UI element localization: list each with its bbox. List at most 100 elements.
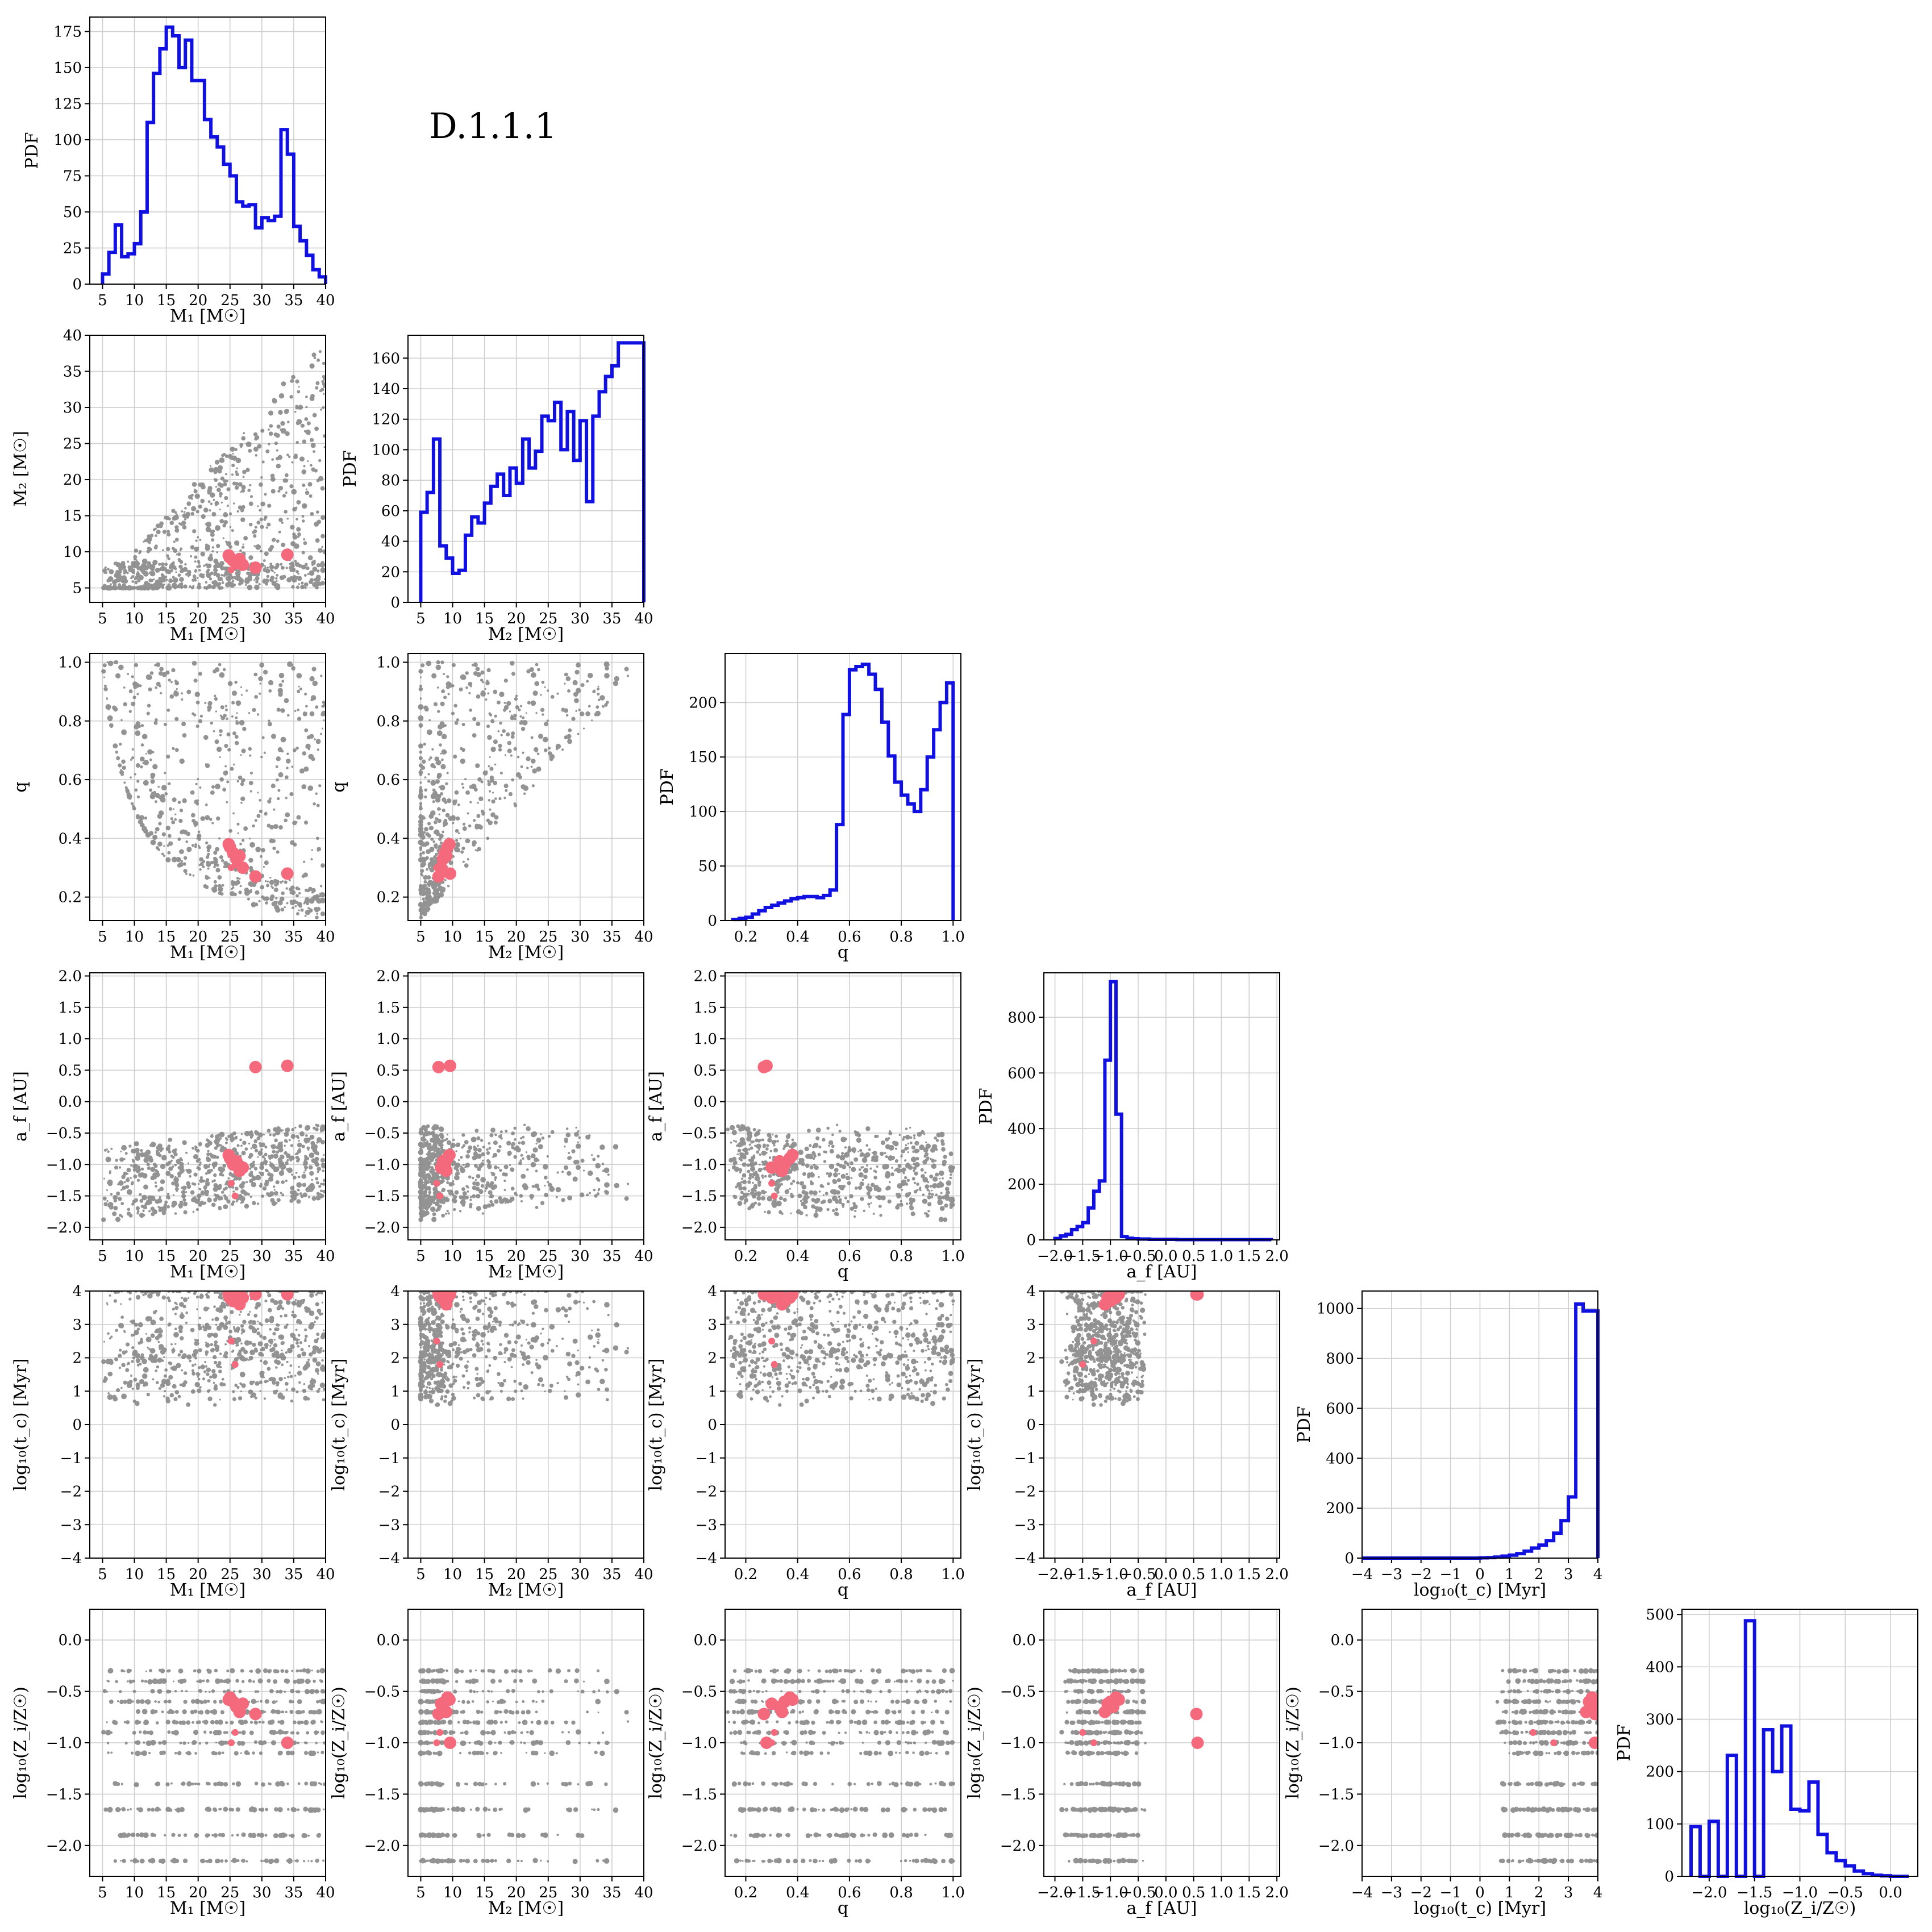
x-tick-label: 25: [220, 1884, 239, 1901]
x-tick-label: 25: [539, 1884, 557, 1901]
y-tick-label: 40: [381, 534, 400, 551]
highlight-point: [249, 870, 262, 883]
x-tick-label: 35: [602, 928, 621, 946]
highlight-point: [776, 1298, 789, 1311]
x-tick-label: 2: [1534, 1884, 1544, 1901]
x-tick-label: 40: [634, 1566, 653, 1583]
x-tick-label: 0.8: [889, 1566, 913, 1583]
highlight-point: [281, 548, 294, 561]
y-tick-label: −2.0: [46, 1219, 82, 1236]
highlight-points: [1529, 1691, 1598, 1749]
highlight-point: [1112, 1291, 1125, 1301]
x-tick-label: 35: [284, 292, 303, 309]
highlight-point: [444, 1291, 457, 1301]
y-axis-label: PDF: [1614, 1724, 1634, 1761]
scatter-q-af: 0.2 0.4 0.6 0.8 1.0 −2.0 −1.5 −1.0 −0.5 0.0 0.5 1.0…: [646, 968, 965, 1282]
y-tick-label: −1.5: [46, 1786, 82, 1803]
x-tick-label: 15: [475, 1566, 494, 1583]
y-tick-label: 1.0: [694, 1031, 717, 1048]
population-points: [101, 1291, 326, 1407]
histogram-step-line: [1053, 980, 1273, 1242]
x-tick-label: 5: [416, 928, 426, 946]
y-tick-label: 2.0: [694, 968, 717, 985]
x-tick-label: 30: [252, 1248, 271, 1265]
y-tick-label: 0: [390, 1417, 400, 1434]
y-tick-label: 800: [1326, 1351, 1354, 1368]
y-tick-label: −0.5: [364, 1125, 400, 1142]
y-tick-label: 200: [1646, 1764, 1674, 1781]
x-tick-label: 0.8: [889, 1248, 913, 1265]
x-tick-label: 10: [443, 1248, 462, 1265]
y-tick-label: 10: [63, 544, 82, 561]
x-tick-label: 0.2: [734, 1884, 757, 1901]
highlight-point: [1090, 1739, 1097, 1746]
y-axis-label: PDF: [22, 132, 42, 169]
y-tick-label: 0.0: [59, 1632, 82, 1649]
y-tick-label: 0.8: [59, 713, 82, 730]
x-axis-label: a_f [AU]: [1127, 1898, 1197, 1918]
y-tick-label: 2.0: [59, 968, 82, 985]
x-axis-label: M₁ [M☉]: [170, 943, 245, 963]
y-tick-label: 0: [1026, 1417, 1036, 1434]
x-tick-label: −3: [1381, 1884, 1402, 1901]
y-tick-label: 2: [707, 1350, 717, 1367]
scatter-af-tc: −2.0−1.5−1.0−0.50.0 0.5 1.0 1.5 2.0 −4 −3 −2 −1 0…: [965, 1283, 1289, 1600]
highlight-point: [432, 1708, 445, 1721]
y-tick-label: 2: [72, 1350, 82, 1367]
highlight-point: [1588, 1708, 1598, 1721]
y-tick-label: 125: [53, 95, 82, 113]
x-tick-label: −1.0: [1093, 1248, 1129, 1265]
highlight-point: [436, 1729, 444, 1736]
x-tick-label: 1.0: [942, 1884, 965, 1901]
y-tick-label: −1.5: [46, 1188, 82, 1205]
highlight-point: [228, 1739, 235, 1746]
y-tick-label: 1: [707, 1383, 717, 1400]
y-tick-label: 1.0: [377, 1031, 400, 1048]
scatter-M2-tc: 5 10 15 20 25 30 35 40 −4 −3 −2 −1 0 1 2 3 4 M₂ [M☉] log₁₀…: [329, 1283, 653, 1600]
y-tick-label: 1.0: [377, 654, 400, 671]
x-axis-label: M₁ [M☉]: [170, 1580, 245, 1600]
y-tick-label: 200: [1007, 1176, 1036, 1193]
x-tick-label: 0.6: [838, 1884, 861, 1901]
y-tick-label: 3: [1026, 1317, 1036, 1334]
y-tick-label: 1.5: [694, 1000, 717, 1017]
y-tick-label: −4: [1014, 1550, 1036, 1567]
highlight-point: [1101, 1291, 1114, 1304]
x-tick-label: −1.5: [1065, 1566, 1101, 1583]
x-tick-label: 15: [157, 928, 176, 946]
x-tick-label: −2.0: [1037, 1884, 1073, 1901]
x-tick-label: 20: [189, 928, 207, 946]
highlight-point: [432, 1291, 445, 1301]
x-tick-label: 30: [571, 1566, 589, 1583]
x-tick-label: −1.0: [1093, 1566, 1129, 1583]
y-axis-label: log₁₀(Z_i/Z☉): [965, 1687, 985, 1799]
x-tick-label: −0.5: [1120, 1884, 1156, 1901]
y-tick-label: 0.6: [59, 772, 82, 789]
x-tick-label: 3: [1564, 1884, 1573, 1901]
highlight-point: [444, 867, 457, 880]
x-tick-label: 1.0: [1210, 1884, 1233, 1901]
x-tick-label: 35: [284, 928, 303, 946]
x-tick-label: 2: [1534, 1566, 1544, 1583]
x-tick-label: 35: [602, 1248, 621, 1265]
x-axis-label: a_f [AU]: [1127, 1580, 1197, 1600]
y-tick-label: 0: [707, 913, 717, 930]
y-tick-label: −2.0: [1318, 1838, 1354, 1855]
highlight-point: [1079, 1729, 1086, 1736]
x-tick-label: 10: [443, 1566, 462, 1583]
y-tick-label: −2: [60, 1484, 82, 1501]
x-tick-label: 0.5: [1182, 1884, 1205, 1901]
x-axis-label: M₁ [M☉]: [170, 1898, 245, 1918]
y-tick-label: 0.0: [694, 1632, 717, 1649]
y-tick-label: −0.5: [681, 1125, 717, 1142]
y-tick-label: 150: [689, 749, 717, 766]
x-tick-label: 40: [316, 292, 335, 309]
y-tick-label: −4: [696, 1550, 717, 1567]
population-points: [418, 660, 630, 919]
y-tick-label: 0.5: [377, 1062, 400, 1079]
y-tick-label: −1.0: [1318, 1735, 1354, 1752]
population-points: [1059, 1668, 1147, 1864]
highlight-point: [281, 1737, 294, 1749]
highlight-point: [771, 1361, 778, 1368]
highlight-point: [444, 1059, 457, 1072]
